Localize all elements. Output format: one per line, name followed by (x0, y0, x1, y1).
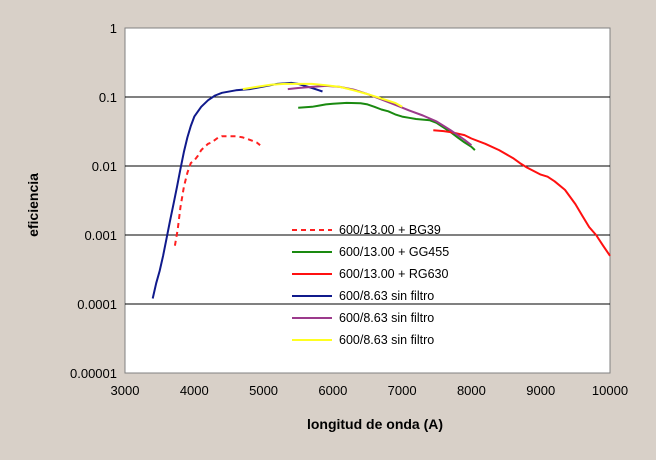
x-tick-label: 5000 (249, 383, 278, 398)
x-tick-label: 3000 (111, 383, 140, 398)
series-layer (151, 81, 611, 299)
x-tick-label: 7000 (388, 383, 417, 398)
gridlines (125, 96, 610, 305)
x-tick-label: 9000 (526, 383, 555, 398)
y-tick-label: 0.1 (99, 90, 117, 105)
y-tick-label: 0.01 (92, 159, 117, 174)
x-tick-label: 6000 (318, 383, 347, 398)
y-axis-title: eficiencia (25, 173, 41, 237)
series-line (173, 135, 261, 246)
legend-label: 600/13.00 + BG39 (339, 223, 441, 237)
y-tick-label: 0.001 (84, 228, 117, 243)
series-line (433, 129, 611, 257)
y-tick-labels: 1 0.1 0.01 0.001 0.0001 0.00001 (70, 21, 117, 381)
x-tick-labels: 3000 4000 5000 6000 7000 8000 9000 10000 (111, 383, 629, 398)
x-tick-label: 8000 (457, 383, 486, 398)
legend-label: 600/8.63 sin filtro (339, 311, 434, 325)
x-tick-label: 10000 (592, 383, 628, 398)
legend: 600/13.00 + BG39 600/13.00 + GG455 600/13.… (292, 223, 449, 347)
legend-label: 600/13.00 + GG455 (339, 245, 449, 259)
y-tick-label: 0.0001 (77, 297, 117, 312)
series-line (242, 82, 403, 108)
x-tick-label: 4000 (180, 383, 209, 398)
legend-label: 600/8.63 sin filtro (339, 289, 434, 303)
x-axis-title: longitud de onda (A) (307, 416, 443, 432)
y-tick-label: 0.00001 (70, 366, 117, 381)
legend-label: 600/13.00 + RG630 (339, 267, 449, 281)
y-tick-label: 1 (110, 21, 117, 36)
legend-label: 600/8.63 sin filtro (339, 333, 434, 347)
plot-area (124, 27, 611, 374)
